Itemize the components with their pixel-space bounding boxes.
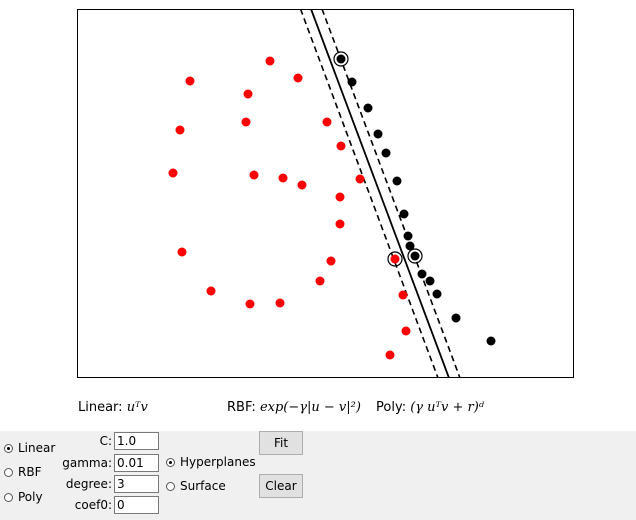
- clear-button[interactable]: Clear: [259, 474, 303, 498]
- fit-button[interactable]: Fit: [259, 431, 303, 455]
- margin-line-left: [299, 9, 439, 378]
- decision-boundary: [310, 9, 450, 378]
- black-point: [417, 269, 427, 279]
- red-point: [243, 89, 253, 99]
- gamma-input[interactable]: [114, 454, 159, 472]
- support-vector-ring: [387, 251, 403, 267]
- rbf-kernel-formula: RBF: exp(−γ|u − v|²): [227, 400, 361, 415]
- red-point: [265, 56, 275, 66]
- linear-formula-label: Linear:: [78, 400, 127, 415]
- kernel-radio-poly-label: Poly: [18, 490, 43, 504]
- coef0-input[interactable]: [114, 496, 159, 514]
- black-point: [410, 251, 420, 261]
- gamma-label: gamma:: [62, 456, 112, 470]
- black-point: [425, 276, 435, 286]
- kernel-radio-poly[interactable]: Poly: [4, 490, 43, 504]
- linear-formula-math: uᵀv: [126, 400, 148, 415]
- red-point: [206, 286, 216, 296]
- coef0-label: coef0:: [74, 498, 112, 512]
- red-point: [177, 247, 187, 257]
- c-label: C:: [99, 434, 112, 448]
- display-radio-surface[interactable]: Surface: [166, 479, 226, 493]
- red-point: [245, 299, 255, 309]
- red-point: [293, 73, 303, 83]
- red-point: [390, 254, 400, 264]
- display-radio-hyperplanes-label: Hyperplanes: [180, 455, 256, 469]
- kernel-radio-rbf[interactable]: RBF: [4, 465, 41, 479]
- red-point: [398, 290, 408, 300]
- red-point: [297, 180, 307, 190]
- red-point: [322, 117, 332, 127]
- black-point: [432, 289, 442, 299]
- plot-canvas[interactable]: [77, 9, 574, 378]
- red-point: [175, 125, 185, 135]
- hyperplanes: [299, 9, 461, 378]
- black-point: [405, 241, 415, 251]
- support-vector-ring: [333, 51, 349, 67]
- margin-line-right: [321, 9, 461, 378]
- red-point: [385, 350, 395, 360]
- red-point: [249, 170, 259, 180]
- radio-indicator[interactable]: [166, 481, 175, 491]
- radio-indicator[interactable]: [4, 443, 13, 453]
- radio-indicator[interactable]: [166, 457, 175, 467]
- red-point: [168, 168, 178, 178]
- poly-kernel-formula: Poly: (γ uᵀv + r)ᵈ: [376, 400, 484, 415]
- radio-indicator[interactable]: [4, 492, 13, 502]
- red-point: [185, 76, 195, 86]
- support-vector-ring: [407, 248, 423, 264]
- plot-frame: [77, 9, 574, 378]
- rbf-formula-math: exp(−γ|u − v|²): [259, 400, 361, 415]
- red-point: [355, 174, 365, 184]
- support-vector-rings: [333, 51, 423, 267]
- display-radio-surface-label: Surface: [180, 479, 226, 493]
- red-point: [275, 298, 285, 308]
- red-point: [315, 276, 325, 286]
- control-panel: Linear RBF Poly C: gamma: degree: coef0:…: [0, 431, 636, 520]
- degree-label: degree:: [65, 477, 112, 491]
- poly-formula-math: (γ uᵀv + r)ᵈ: [410, 400, 484, 415]
- black-point: [486, 336, 496, 346]
- radio-indicator[interactable]: [4, 467, 13, 477]
- black-point: [403, 231, 413, 241]
- red-point: [336, 141, 346, 151]
- red-point: [335, 219, 345, 229]
- data-points: [168, 54, 496, 360]
- kernel-radio-linear-label: Linear: [18, 441, 56, 455]
- red-point: [335, 192, 345, 202]
- degree-input[interactable]: [114, 475, 159, 493]
- kernel-radio-rbf-label: RBF: [18, 465, 42, 479]
- black-point: [392, 176, 402, 186]
- red-point: [278, 173, 288, 183]
- black-point: [363, 103, 373, 113]
- red-point: [401, 326, 411, 336]
- display-radio-hyperplanes[interactable]: Hyperplanes: [166, 455, 256, 469]
- c-input[interactable]: [114, 432, 159, 450]
- black-point: [336, 54, 346, 64]
- kernel-radio-linear[interactable]: Linear: [4, 441, 55, 455]
- black-point: [381, 148, 391, 158]
- rbf-formula-label: RBF:: [227, 400, 260, 415]
- black-point: [399, 209, 409, 219]
- black-point: [451, 313, 461, 323]
- red-point: [326, 256, 336, 266]
- scatter-plot: [77, 9, 574, 378]
- poly-formula-label: Poly:: [376, 400, 411, 415]
- linear-kernel-formula: Linear: uᵀv: [78, 400, 148, 415]
- black-point: [347, 77, 357, 87]
- black-point: [373, 129, 383, 139]
- red-point: [241, 117, 251, 127]
